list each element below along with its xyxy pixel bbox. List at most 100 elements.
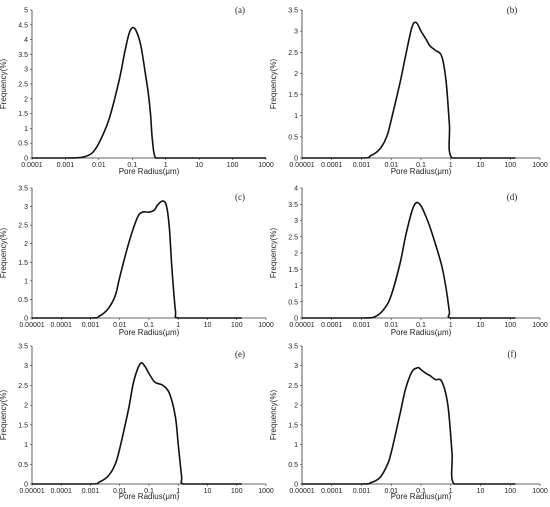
x-tick-label: 0.0001: [51, 322, 73, 329]
y-tick-label: 3: [294, 29, 298, 36]
chart-panel-3: 0 0.5 1 1.5 2 2.5 3 3.5 0.00001 0.0001 0.001 0.01 0.…: [0, 186, 274, 338]
y-tick-label: 2: [24, 403, 28, 410]
y-tick-label: 0.5: [288, 462, 298, 469]
chart-panel-4: 0 0.5 1 1.5 2 2.5 3 3.5 4 0.00001 0.0001 0.001 0.01 0…: [269, 186, 548, 338]
series-line: [32, 200, 242, 319]
y-tick-label: 3.5: [288, 8, 298, 15]
x-tick-label: 0.00001: [289, 162, 314, 169]
y-tick-label: 0: [294, 482, 298, 489]
x-tick-label: 0.01: [384, 162, 398, 169]
panel-label: (b): [507, 5, 518, 15]
x-tick-label: 0.1: [416, 488, 426, 495]
y-tick-label: 1: [24, 442, 28, 449]
y-tick-label: 3.5: [288, 344, 298, 351]
panel-label: (a): [235, 5, 245, 15]
x-tick-label: 100: [227, 162, 239, 169]
y-axis-label: Frequency(%): [269, 390, 278, 441]
x-axis-label: Pore Radius(μm): [391, 167, 452, 176]
x-tick-label: 0.00001: [19, 322, 44, 329]
x-tick-label: 0.0001: [321, 322, 343, 329]
y-tick-label: 0.5: [288, 299, 298, 306]
x-tick-label: 1: [449, 322, 453, 329]
panel-label: (e): [235, 349, 245, 359]
y-tick-label: 0: [294, 156, 298, 163]
x-axis-label: Pore Radius(μm): [391, 328, 452, 337]
y-tick-label: 1.5: [18, 260, 28, 267]
y-tick-label: 1: [24, 126, 28, 133]
x-tick-label: 1: [449, 162, 453, 169]
y-tick-label: 3: [24, 67, 28, 74]
x-tick-label: 1000: [258, 162, 274, 169]
y-tick-label: 1.5: [288, 267, 298, 274]
y-tick-label: 0.5: [288, 134, 298, 141]
x-tick-label: 0.1: [144, 322, 154, 329]
y-axis-label: Frequency(%): [0, 390, 8, 441]
x-tick-label: 0.0001: [51, 488, 73, 495]
y-tick-label: 2: [294, 251, 298, 258]
x-tick-label: 10: [204, 322, 212, 329]
x-axis-label: Pore Radius(μm): [119, 167, 180, 176]
y-tick-label: 3: [24, 363, 28, 370]
y-tick-label: 2.5: [18, 383, 28, 390]
x-tick-label: 1000: [258, 488, 274, 495]
x-tick-label: 1000: [532, 162, 548, 169]
y-tick-label: 1: [294, 113, 298, 120]
panel-label: (c): [235, 192, 245, 202]
x-tick-label: 0.00001: [289, 322, 314, 329]
x-tick-label: 100: [231, 322, 243, 329]
x-tick-label: 0.00001: [289, 488, 314, 495]
series-line: [301, 21, 516, 159]
y-tick-label: 3.5: [18, 186, 28, 193]
x-tick-label: 100: [504, 322, 516, 329]
y-axis-label: Frequency(%): [269, 228, 278, 279]
x-tick-label: 0.01: [384, 488, 398, 495]
panel-label: (f): [508, 349, 517, 359]
x-tick-label: 0.0001: [321, 162, 343, 169]
chart-panel-1: 0 0.5 1 1.5 2 2.5 3 3.5 4 4.5 5 0.0001 0.001 0.01 0.1 1…: [0, 5, 274, 176]
x-tick-label: 10: [195, 162, 203, 169]
x-tick-label: 1: [164, 162, 168, 169]
y-tick-label: 1: [294, 283, 298, 290]
chart-panel-5: 0 0.5 1 1.5 2 2.5 3 3.5 0.00001 0.0001 0.001 0.01 0.…: [0, 344, 274, 502]
x-tick-label: 0.0001: [321, 488, 343, 495]
x-tick-label: 1: [176, 322, 180, 329]
x-tick-label: 0.1: [416, 162, 426, 169]
y-tick-label: 3.5: [18, 52, 28, 59]
x-tick-label: 0.1: [144, 488, 154, 495]
x-tick-label: 100: [504, 162, 516, 169]
x-tick-label: 0.0001: [21, 162, 43, 169]
x-tick-label: 0.01: [113, 322, 127, 329]
series-line: [31, 361, 242, 485]
y-tick-label: 2.5: [288, 383, 298, 390]
y-tick-label: 1: [294, 442, 298, 449]
x-tick-label: 100: [504, 488, 516, 495]
y-tick-label: 3: [24, 204, 28, 211]
y-tick-label: 2: [24, 96, 28, 103]
y-tick-label: 4: [24, 37, 28, 44]
x-axis-label: Pore Radius(μm): [119, 492, 180, 501]
y-tick-label: 0.5: [18, 462, 28, 469]
x-tick-label: 0.001: [353, 322, 371, 329]
y-axis-label: Frequency(%): [0, 228, 8, 279]
y-tick-label: 1.5: [18, 422, 28, 429]
x-axis-label: Pore Radius(μm): [119, 328, 180, 337]
y-tick-label: 2.5: [288, 50, 298, 57]
y-tick-label: 0: [24, 156, 28, 163]
series-line: [301, 366, 516, 485]
y-tick-label: 0: [24, 316, 28, 323]
x-tick-label: 0.01: [92, 162, 106, 169]
y-tick-label: 0: [24, 482, 28, 489]
series-line: [31, 26, 266, 159]
x-tick-label: 0.00001: [19, 488, 44, 495]
y-tick-label: 1.5: [288, 422, 298, 429]
x-tick-label: 0.1: [416, 322, 426, 329]
y-tick-label: 3: [294, 363, 298, 370]
x-tick-label: 0.01: [113, 488, 127, 495]
y-tick-label: 2: [294, 71, 298, 78]
chart-panel-2: 0 0.5 1 1.5 2 2.5 3 3.5 0.00001 0.0001 0.001 0.01 0.…: [269, 5, 548, 176]
y-tick-label: 2.5: [18, 82, 28, 89]
y-tick-label: 0.5: [18, 297, 28, 304]
x-tick-label: 0.01: [384, 322, 398, 329]
x-axis-label: Pore Radius(μm): [391, 492, 452, 501]
y-tick-label: 3.5: [18, 344, 28, 351]
